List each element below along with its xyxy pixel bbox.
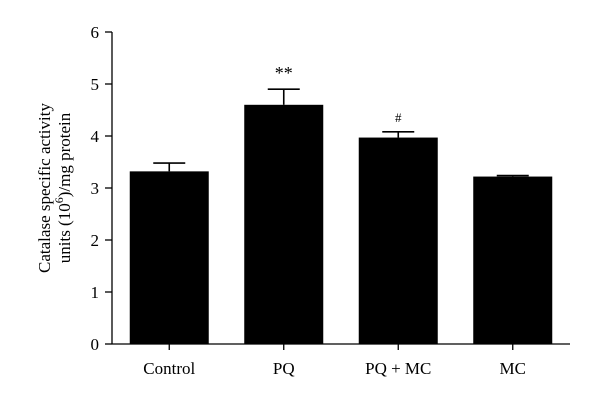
- y-tick-label: 4: [91, 127, 100, 146]
- significance-mark: #: [395, 110, 402, 125]
- significance-annotations: ** #: [275, 63, 402, 125]
- bar: [129, 171, 209, 344]
- category-label: PQ + MC: [365, 359, 431, 378]
- y-tick-label: 3: [91, 179, 100, 198]
- y-axis-label-line-1: Catalase specific activity: [35, 103, 54, 273]
- y-tick-label: 0: [91, 335, 100, 354]
- bar: [358, 137, 438, 344]
- bar: [473, 176, 553, 344]
- y-axis-label-line-2: units (106)/mg protein: [52, 112, 74, 263]
- significance-mark: **: [275, 63, 293, 83]
- category-labels: Control PQ PQ + MC MC: [143, 359, 526, 378]
- error-bars: [153, 88, 529, 177]
- y-tick-label: 2: [91, 231, 100, 250]
- y-tick-label: 6: [91, 23, 100, 42]
- y-tick-label: 1: [91, 283, 100, 302]
- bar: [244, 104, 324, 344]
- x-axis: [112, 343, 570, 350]
- y-axis-label-superscript: 6: [52, 197, 66, 203]
- category-label: MC: [500, 359, 526, 378]
- bars: [129, 104, 553, 344]
- y-axis: 0 1 2 3 4 5 6: [91, 23, 113, 354]
- y-tick-label: 5: [91, 75, 100, 94]
- y-axis-label-prefix: units (10: [55, 203, 74, 263]
- category-label: Control: [143, 359, 195, 378]
- y-axis-label-suffix: )/mg protein: [55, 112, 74, 197]
- category-label: PQ: [273, 359, 295, 378]
- y-axis-label: Catalase specific activity units (106)/m…: [35, 103, 74, 273]
